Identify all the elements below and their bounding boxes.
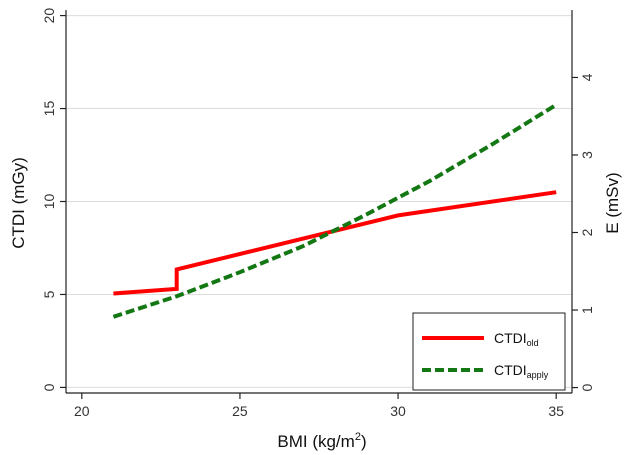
y-tick-label: 20 xyxy=(41,8,57,24)
y2-axis: 0 1 2 3 4 xyxy=(572,73,595,391)
y2-tick-label: 1 xyxy=(579,306,595,314)
series-lines xyxy=(112,103,558,319)
y2-tick-label: 2 xyxy=(579,228,595,236)
x-axis-title: BMI (kg/m2) xyxy=(277,431,366,451)
legend-label-apply: CTDIapply xyxy=(494,362,549,380)
y2-tick-label: 4 xyxy=(579,73,595,81)
y-tick-label: 15 xyxy=(41,101,57,117)
y-tick-label: 10 xyxy=(41,194,57,210)
y-tick-label: 5 xyxy=(41,290,57,298)
x-tick-label: 25 xyxy=(232,403,248,419)
legend-label-old: CTDIold xyxy=(494,330,539,348)
x-tick-label: 35 xyxy=(548,403,564,419)
series-line-ctdi-old xyxy=(113,190,557,296)
legend-box xyxy=(412,312,566,391)
x-tick-label: 30 xyxy=(390,403,406,419)
x-axis: 20 25 30 35 xyxy=(74,393,564,419)
y-axis: 0 5 10 15 20 xyxy=(41,8,66,391)
y-tick-label: 0 xyxy=(41,383,57,391)
legend: CTDIold CTDIapply xyxy=(412,312,566,391)
x-tick-label: 20 xyxy=(74,403,90,419)
series-line-ctdi-apply xyxy=(112,103,558,319)
y2-tick-label: 3 xyxy=(579,151,595,159)
y-axis-title: CTDI (mGy) xyxy=(9,157,28,249)
y2-tick-label: 0 xyxy=(579,383,595,391)
y2-axis-title: E (mSv) xyxy=(603,172,622,233)
